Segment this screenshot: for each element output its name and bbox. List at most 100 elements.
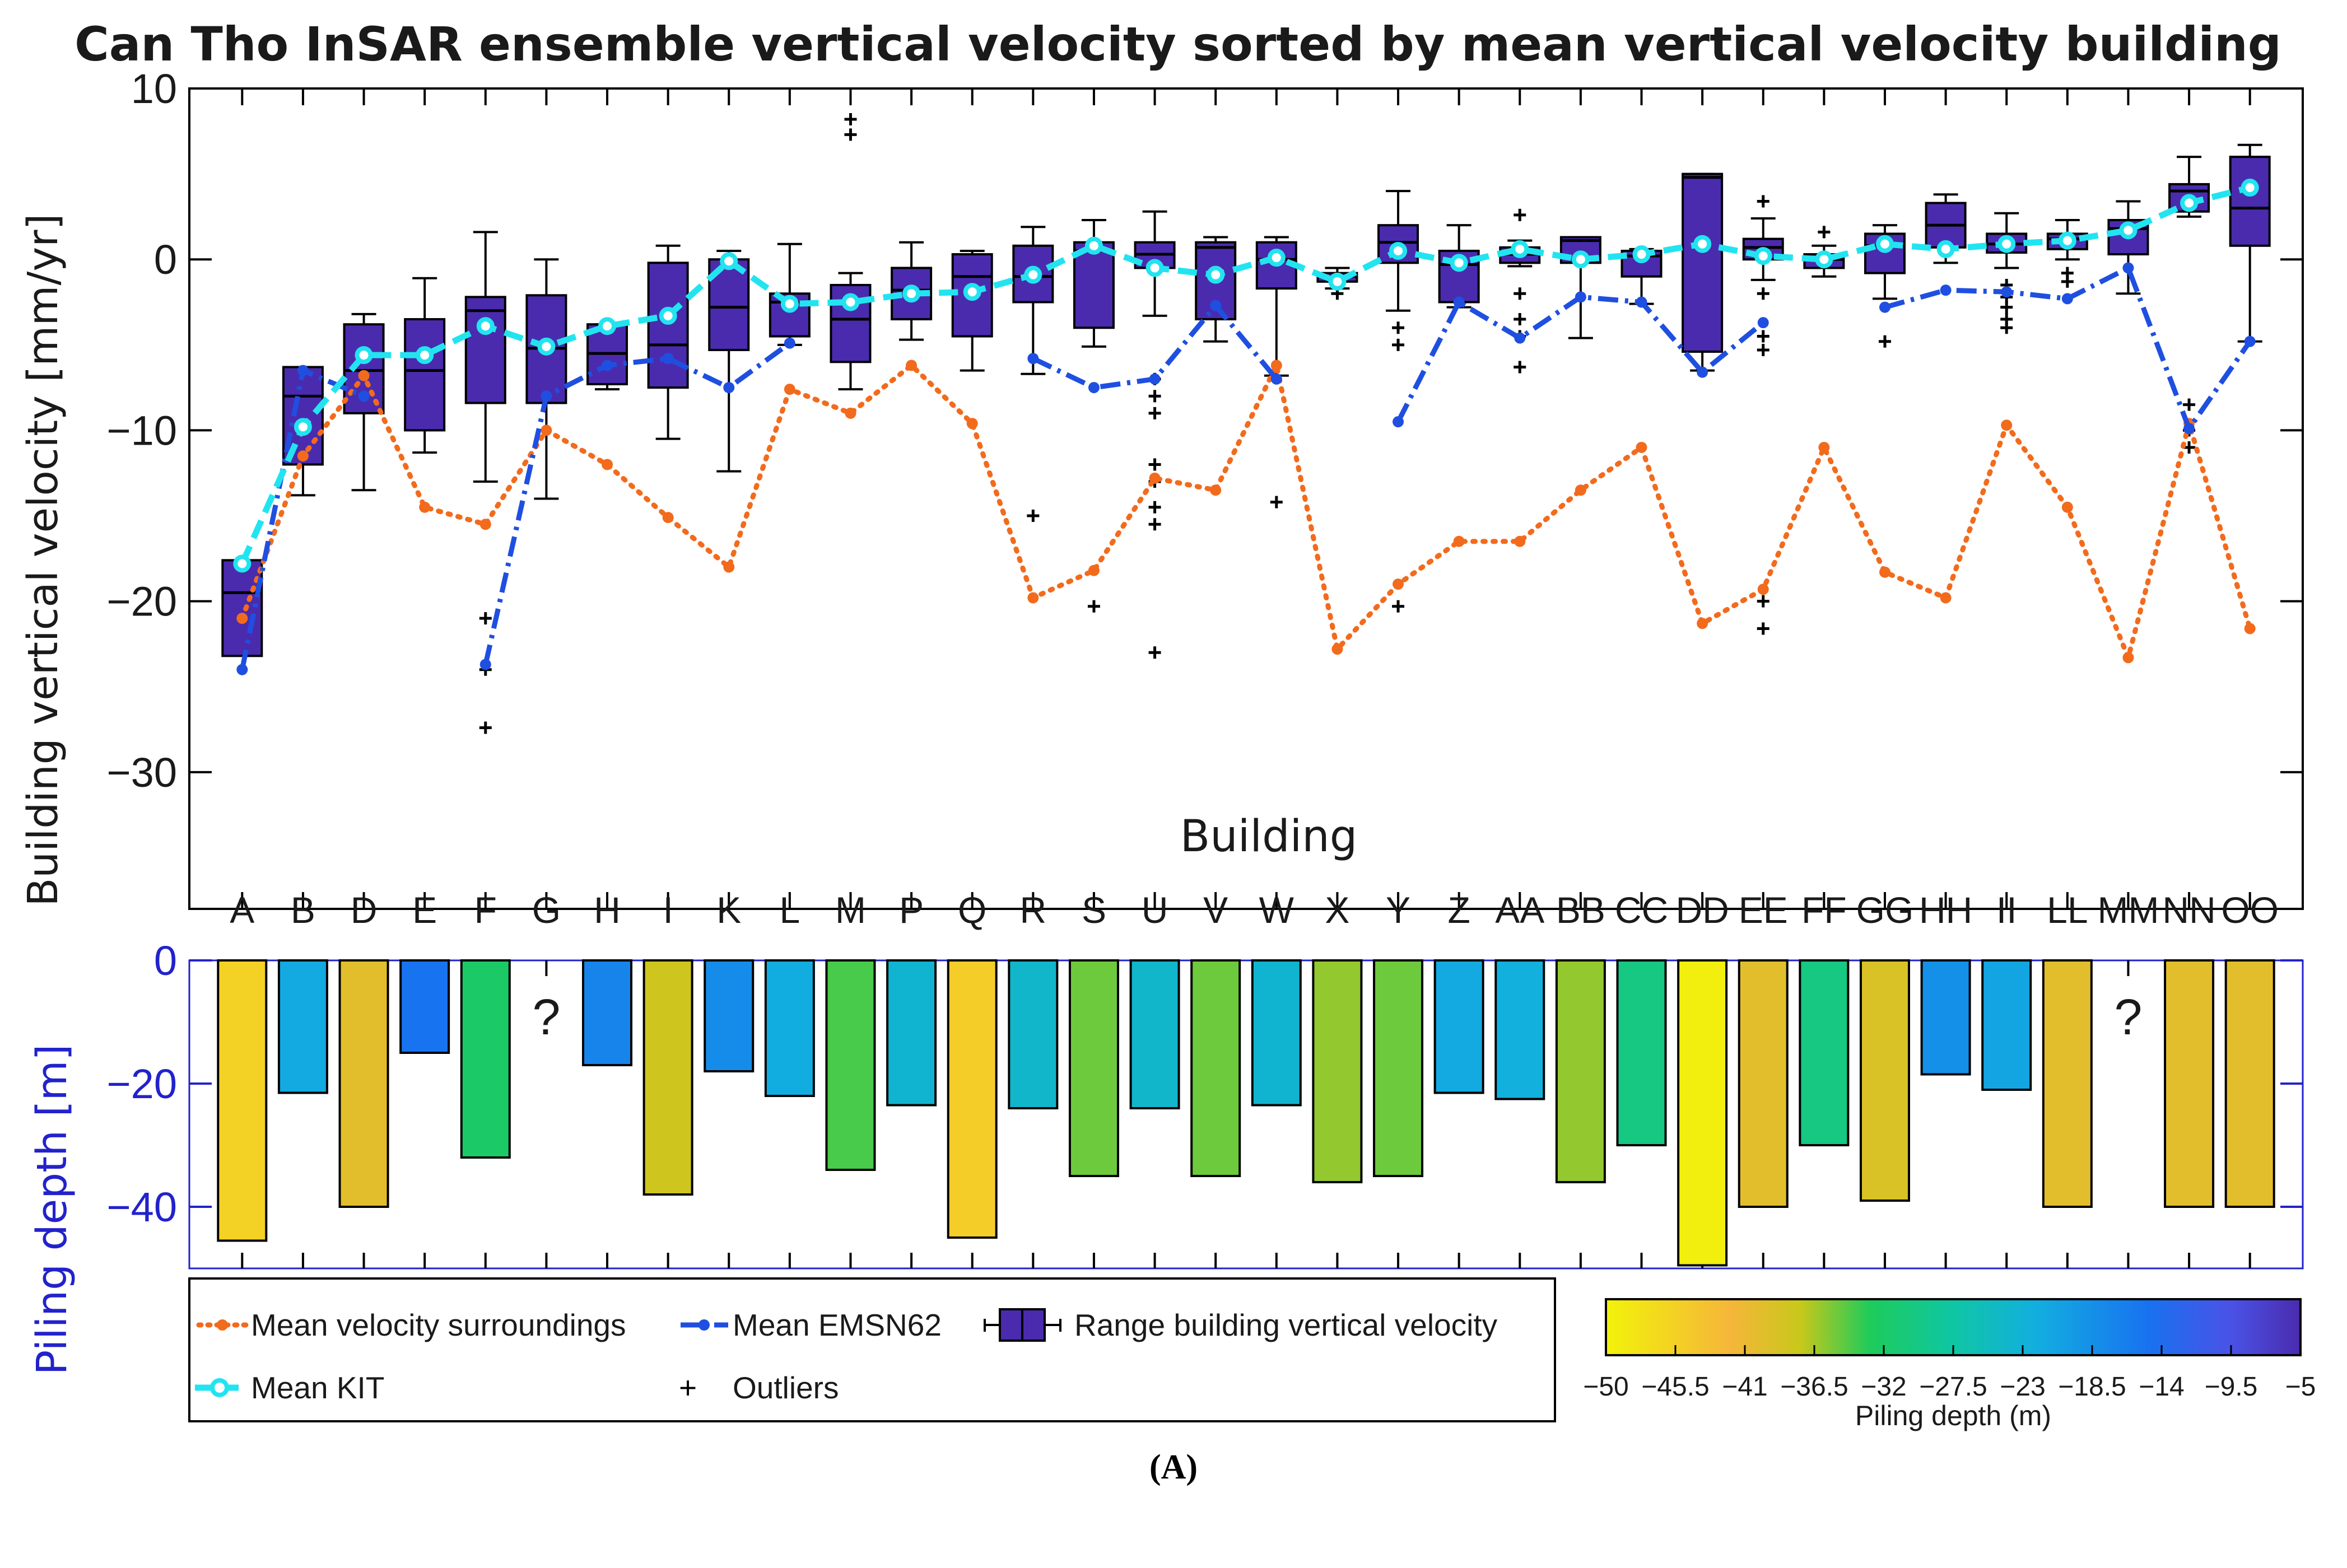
series-marker	[841, 293, 860, 311]
category-label: LL	[2047, 889, 2088, 931]
box-body	[1864, 232, 1906, 274]
category-label: X	[1325, 889, 1349, 931]
depth-bar-S	[1068, 959, 1119, 1177]
series-marker	[1875, 235, 1894, 253]
series-marker	[1818, 441, 1830, 453]
top-ytick-label: 0	[154, 236, 177, 283]
category-label: E	[412, 889, 437, 931]
series-marker	[541, 390, 552, 402]
bottom-ytick-label: 0	[154, 937, 177, 984]
outlier-point	[1148, 646, 1161, 659]
legend-entry-range: Range building vertical velocity	[984, 1308, 1498, 1342]
category-label: M	[835, 889, 866, 931]
series-marker	[1210, 484, 1222, 496]
box-body	[1073, 241, 1115, 329]
series-marker	[602, 459, 613, 470]
series-marker	[2122, 652, 2134, 664]
category-label: II	[1996, 889, 2017, 931]
category-labels: A B D E F G H I K L M P Q R S U V W X Y Z AA BB CC DD EE FF GG HH II L…	[230, 88, 2279, 931]
outlier-point	[2000, 321, 2013, 334]
colorbar-tick-label: −36.5	[1780, 1372, 1848, 1402]
series-marker	[723, 561, 735, 573]
series-marker	[784, 384, 795, 395]
category-label: Z	[1447, 889, 1470, 931]
series-marker	[1757, 584, 1769, 595]
series-marker	[541, 424, 552, 436]
series-marker	[1879, 301, 1890, 313]
series-marker	[1514, 332, 1526, 344]
outlier-point	[479, 721, 492, 734]
outlier-point	[2000, 301, 2013, 314]
box-body	[221, 559, 263, 657]
depth-bar-Z	[1433, 959, 1484, 1094]
box-body	[464, 296, 506, 404]
top-x-axis-label: Building	[1180, 811, 1357, 862]
box-A	[221, 559, 263, 657]
depth-bar-GG	[1859, 959, 1910, 1202]
category-label: W	[1259, 889, 1294, 931]
series-marker	[1636, 296, 1647, 308]
depth-bar-W	[1251, 959, 1302, 1107]
colorbar-tick-label: −41	[1722, 1372, 1767, 1402]
colorbar-ticks: −50 −45.5 −41 −36.5 −32 −27.5 −23 −18.5 −14 −9.5−…	[1583, 1345, 2316, 1402]
legend: Mean velocity surroundings Mean EMSN62 R…	[188, 1277, 1556, 1422]
category-label: D	[351, 889, 378, 931]
legend-entry-kit: Mean KIT	[195, 1370, 384, 1405]
chart-title: Can Tho InSAR ensemble vertical velocity…	[74, 17, 2281, 72]
series-marker	[297, 365, 309, 376]
outlier-point	[1818, 226, 1831, 239]
series-marker	[1940, 284, 1952, 296]
series-marker	[1575, 291, 1586, 303]
category-label: F	[474, 889, 497, 931]
category-label: Y	[1386, 889, 1410, 931]
unknown-depth-marker: ?	[532, 990, 560, 1046]
depth-bar-B	[277, 959, 328, 1094]
depth-bar-A	[217, 959, 268, 1242]
series-marker	[2183, 423, 2195, 435]
outlier-point	[2061, 275, 2074, 288]
series-marker	[723, 382, 735, 394]
depth-bar-D	[338, 959, 389, 1208]
top-ytick-label: 10	[131, 66, 177, 112]
top-plot-frame	[188, 87, 2304, 910]
depth-bar-H	[582, 959, 633, 1066]
category-label: OO	[2221, 889, 2279, 931]
series-marker	[966, 418, 978, 430]
series-marker	[476, 317, 495, 335]
depth-bar-P	[886, 959, 937, 1107]
box-body	[2229, 156, 2271, 247]
category-label: L	[780, 889, 800, 931]
series-marker	[1393, 578, 1404, 590]
series-marker	[2244, 623, 2256, 634]
series-marker	[598, 317, 617, 335]
series-marker	[906, 360, 918, 371]
series-marker	[1632, 245, 1651, 264]
depth-bar-CC	[1616, 959, 1667, 1146]
series-marker	[2119, 221, 2138, 240]
outlier-point	[1757, 622, 1769, 635]
box-I	[647, 244, 689, 440]
outlier-point	[1027, 510, 1040, 522]
colorbar-tick-label: −9.5	[2205, 1372, 2258, 1402]
series-marker	[2122, 262, 2134, 274]
depth-bar-OO	[2224, 959, 2275, 1208]
depth-bar-F	[460, 959, 511, 1159]
series-marker	[1024, 265, 1042, 284]
depth-bar-V	[1190, 959, 1241, 1177]
category-label: DD	[1675, 889, 1729, 931]
top-ytick-label: −30	[106, 749, 177, 796]
series-marker	[2241, 179, 2259, 197]
series-marker	[1450, 254, 1468, 272]
outlier-point	[844, 128, 857, 141]
colorbar-label: Piling depth (m)	[1855, 1400, 2051, 1431]
outlier-point	[1757, 595, 1769, 608]
depth-bar-BB	[1555, 959, 1606, 1183]
outlier-point	[1878, 335, 1891, 348]
unknown-depth-marker: ?	[2114, 990, 2142, 1046]
series-marker	[1145, 259, 1164, 277]
bottom-ytick-label: −20	[106, 1061, 177, 1107]
series-marker	[780, 295, 799, 313]
depth-bar-NN	[2164, 959, 2215, 1208]
depth-bar-Y	[1373, 959, 1424, 1177]
series-line	[239, 362, 2253, 660]
